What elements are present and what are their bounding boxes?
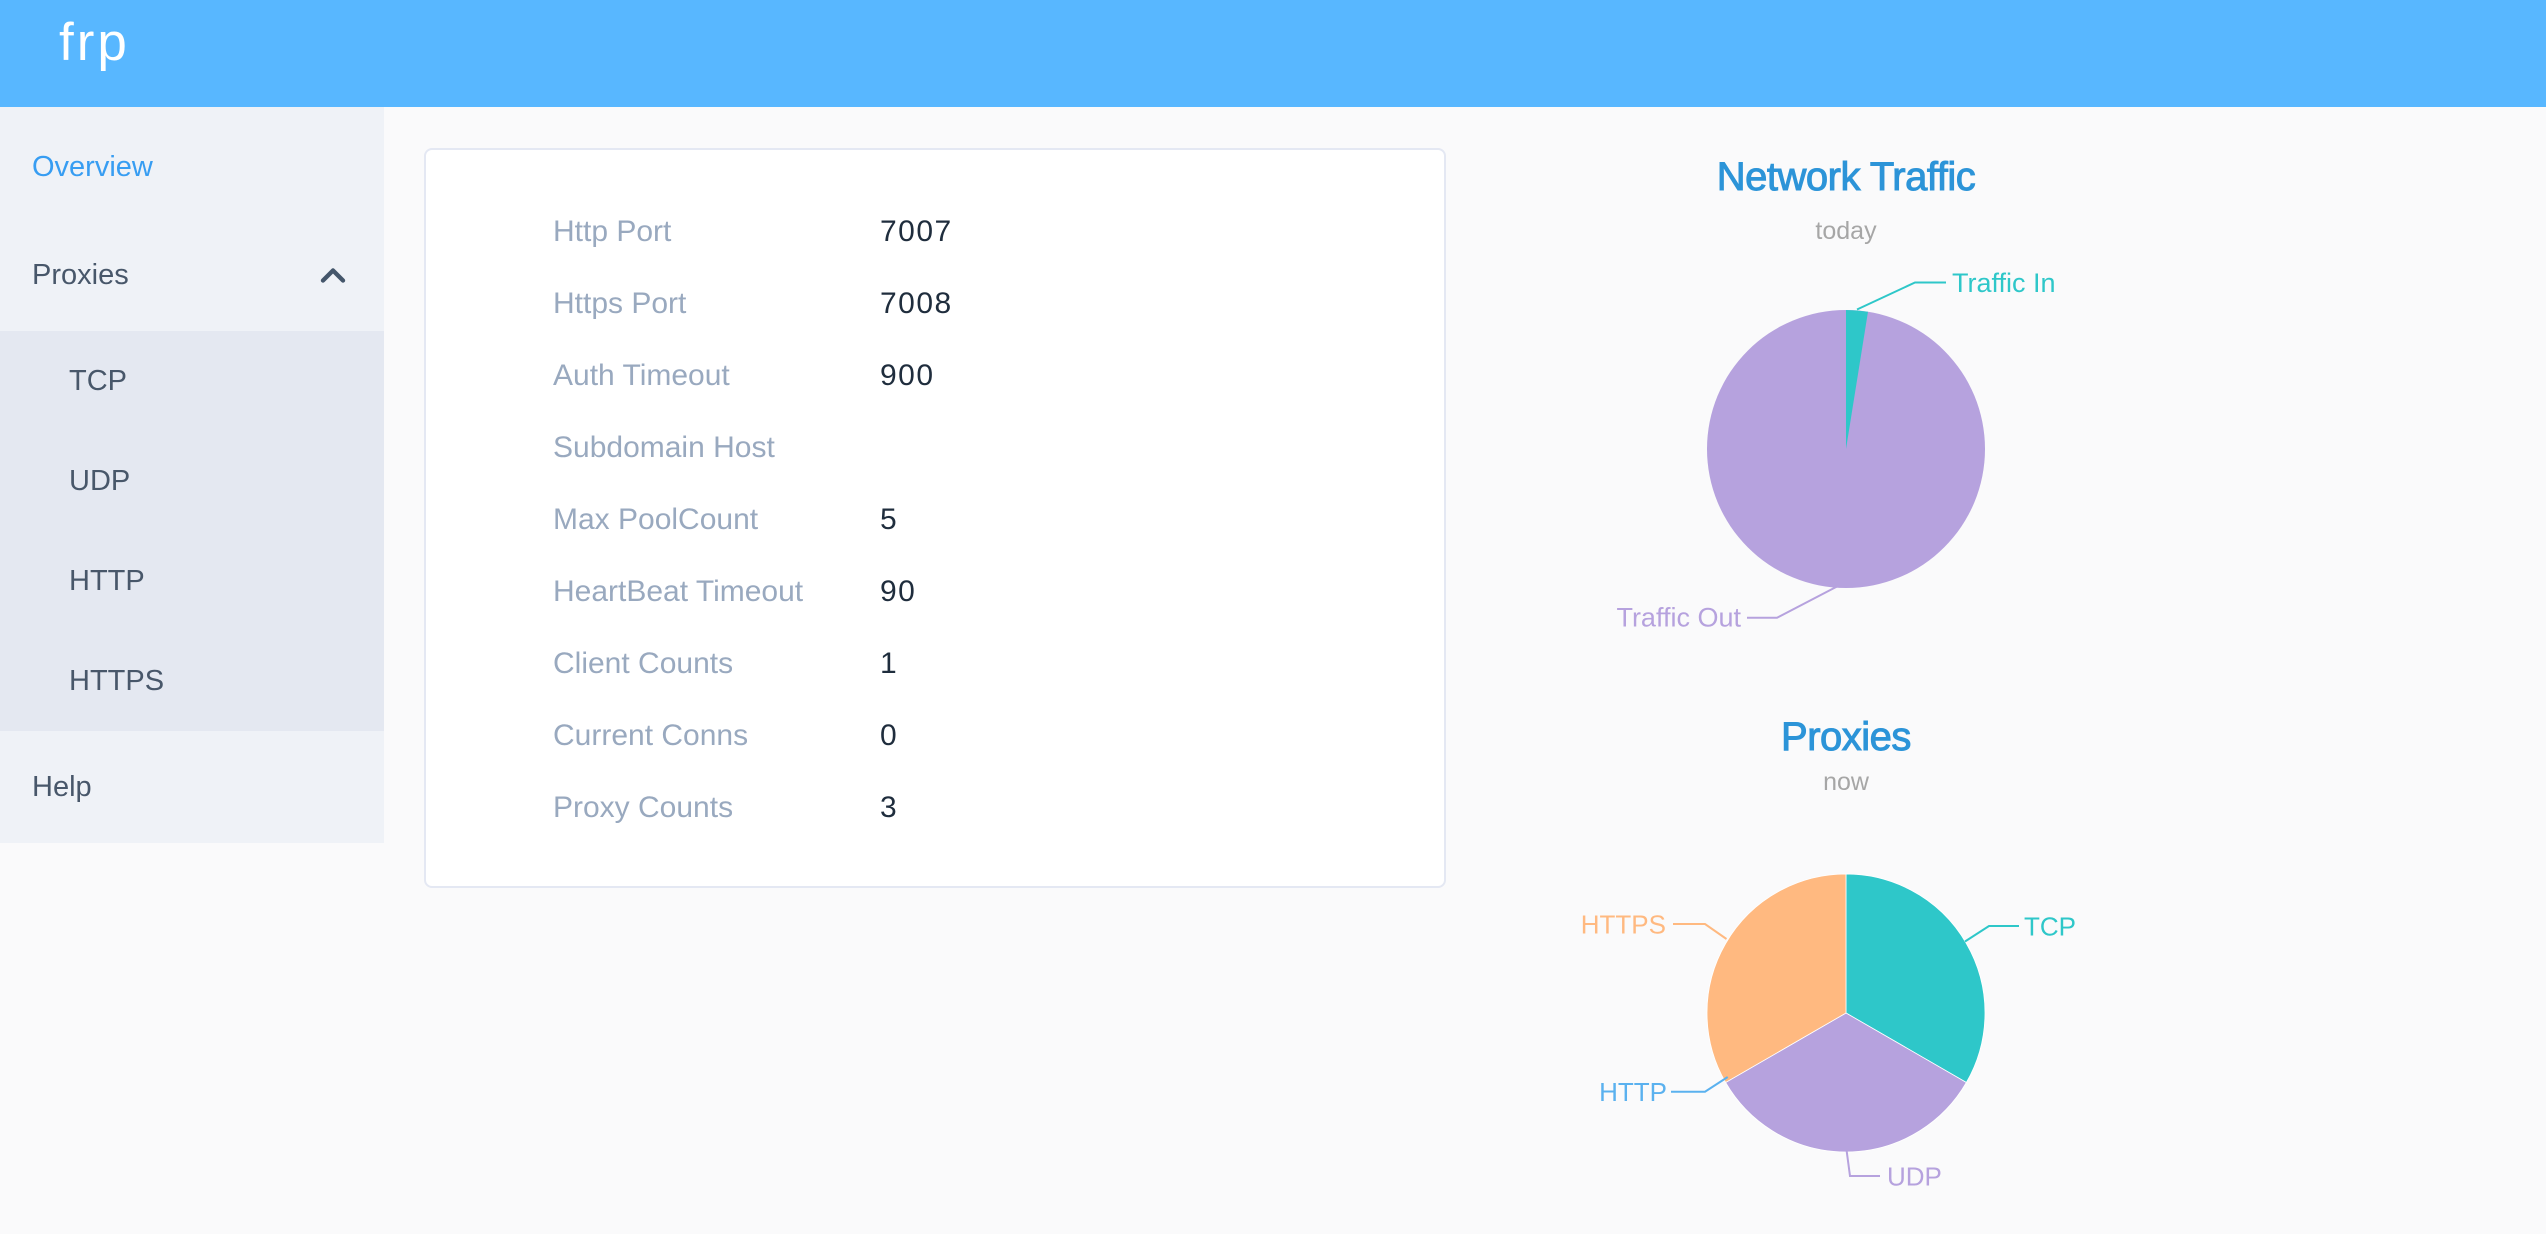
svg-text:now: now xyxy=(1823,768,1870,796)
svg-text:Traffic Out: Traffic Out xyxy=(1616,603,1741,633)
svg-text:Network Traffic: Network Traffic xyxy=(1717,155,1976,199)
svg-text:UDP: UDP xyxy=(1887,1162,1942,1192)
svg-text:HTTPS: HTTPS xyxy=(1581,910,1666,940)
svg-text:today: today xyxy=(1815,217,1877,245)
svg-text:Proxies: Proxies xyxy=(1781,715,1911,759)
svg-text:HTTP: HTTP xyxy=(1599,1077,1667,1107)
svg-text:Traffic In: Traffic In xyxy=(1952,268,2056,298)
svg-text:TCP: TCP xyxy=(2024,912,2076,942)
